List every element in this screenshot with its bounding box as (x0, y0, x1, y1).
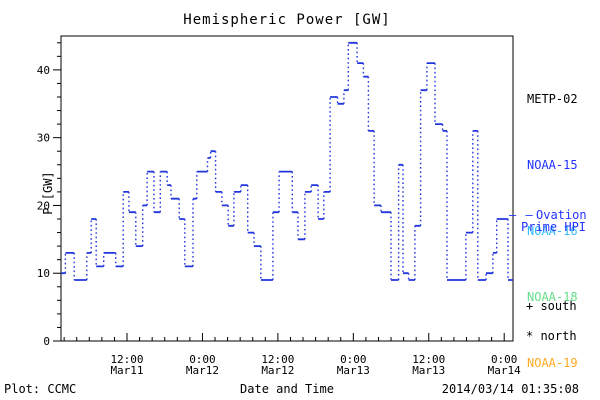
footer-timestamp: 2014/03/14 01:35:08 (441, 382, 579, 396)
svg-text:Mar14: Mar14 (488, 364, 521, 377)
svg-text:Mar12: Mar12 (261, 364, 294, 377)
svg-text:10: 10 (37, 267, 50, 280)
svg-text:0:00: 0:00 (340, 353, 367, 366)
legend-item-noaa18: NOAA-18 (527, 290, 578, 304)
legend-north-marker: * north (526, 329, 577, 343)
ovation-legend-label-line1: Ovation (536, 208, 587, 222)
hpi-step-levels (61, 41, 513, 281)
svg-text:12:00: 12:00 (412, 353, 445, 366)
footer-x-axis-title: Date and Time (240, 382, 334, 396)
y-axis-ticks: 0 10 20 30 40 (37, 42, 61, 348)
y-axis-label: P [GW] (41, 171, 55, 215)
legend-item-noaa15: NOAA-15 (527, 158, 578, 172)
chart-title: Hemispheric Power [GW] (183, 12, 391, 28)
svg-text:0:00: 0:00 (491, 353, 518, 366)
svg-text:12:00: 12:00 (261, 353, 294, 366)
legend-south-marker: + south (526, 299, 577, 313)
svg-text:0: 0 (43, 335, 50, 348)
svg-text:Mar12: Mar12 (186, 364, 219, 377)
svg-text:Mar13: Mar13 (412, 364, 445, 377)
svg-text:40: 40 (37, 64, 50, 77)
svg-text:Mar13: Mar13 (337, 364, 370, 377)
legend-item-noaa16: NOAA-16 (527, 224, 578, 238)
footer-plot-credit: Plot: CCMC (4, 382, 77, 396)
ovation-legend-label-line2: Prime HPI (521, 220, 587, 234)
svg-text:0:00: 0:00 (189, 353, 216, 366)
svg-text:30: 30 (37, 132, 50, 145)
svg-text:20: 20 (37, 199, 50, 212)
hpi-step-connectors (64, 42, 509, 280)
axes-frame (60, 35, 514, 342)
svg-text:Mar11: Mar11 (110, 364, 143, 377)
svg-text:12:00: 12:00 (110, 353, 143, 366)
satellite-legend: METP-02 NOAA-15 NOAA-16 NOAA-18 NOAA-19 (527, 44, 578, 396)
legend-item-metp02: METP-02 (527, 92, 578, 106)
x-axis-ticks: 12:00Mar110:00Mar1212:00Mar120:00Mar1312… (63, 333, 521, 377)
legend-item-noaa19: NOAA-19 (527, 356, 578, 370)
ovation-dash-marker-icon: – – (509, 208, 534, 222)
